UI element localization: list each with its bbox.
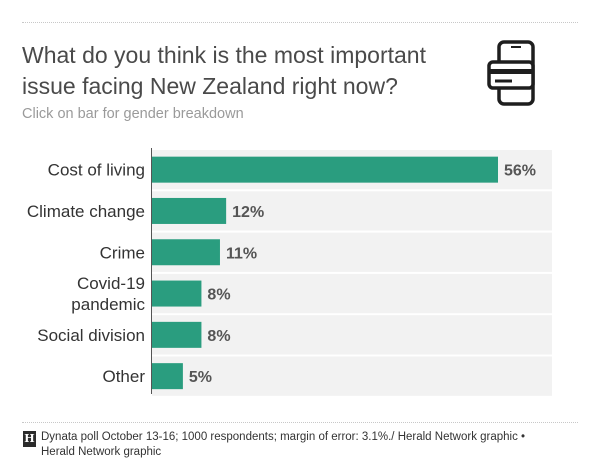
herald-logo: H bbox=[23, 431, 36, 447]
value-label: 5% bbox=[189, 369, 212, 386]
category-label: Other bbox=[102, 367, 145, 386]
value-label: 8% bbox=[207, 328, 230, 345]
value-label: 56% bbox=[504, 163, 536, 180]
bar-track bbox=[152, 315, 552, 355]
category-label: Cost of living bbox=[48, 161, 145, 180]
chart-title: What do you think is the most important … bbox=[22, 42, 426, 99]
category-label: Climate change bbox=[27, 202, 145, 221]
top-divider bbox=[22, 22, 578, 23]
source-note: Dynata poll October 13-16; 1000 responde… bbox=[41, 431, 526, 458]
bar-track bbox=[152, 273, 552, 314]
bar[interactable] bbox=[152, 197, 227, 224]
bar[interactable] bbox=[152, 156, 498, 183]
bar[interactable] bbox=[152, 280, 202, 307]
category-label: Covid-19 pandemic bbox=[71, 274, 145, 314]
bar[interactable] bbox=[152, 239, 220, 266]
bar-track bbox=[152, 356, 552, 396]
phone-card-icon bbox=[487, 40, 535, 106]
value-label: 8% bbox=[207, 287, 230, 304]
category-label: Social division bbox=[37, 326, 145, 345]
bar[interactable] bbox=[152, 321, 202, 348]
value-label: 12% bbox=[232, 204, 264, 221]
bar[interactable] bbox=[152, 363, 183, 390]
value-label: 11% bbox=[226, 245, 257, 262]
bar-chart: 56% Cost of living 12% Climate change 11% Cri… bbox=[27, 148, 552, 396]
footer-divider bbox=[22, 422, 578, 423]
chart-subtitle: Click on bar for gender breakdown bbox=[22, 106, 244, 122]
category-label: Crime bbox=[100, 243, 145, 262]
